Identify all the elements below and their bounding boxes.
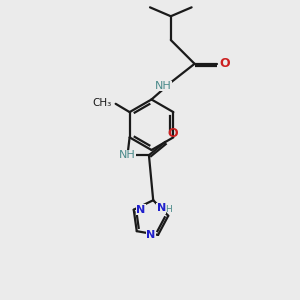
Text: NH: NH — [155, 81, 172, 91]
Text: N: N — [157, 203, 166, 213]
Text: O: O — [220, 57, 230, 70]
Text: CH₃: CH₃ — [92, 98, 112, 108]
Text: H: H — [166, 205, 172, 214]
Text: O: O — [167, 127, 178, 140]
Text: NH: NH — [119, 150, 136, 160]
Text: N: N — [136, 205, 146, 215]
Text: N: N — [146, 230, 156, 240]
